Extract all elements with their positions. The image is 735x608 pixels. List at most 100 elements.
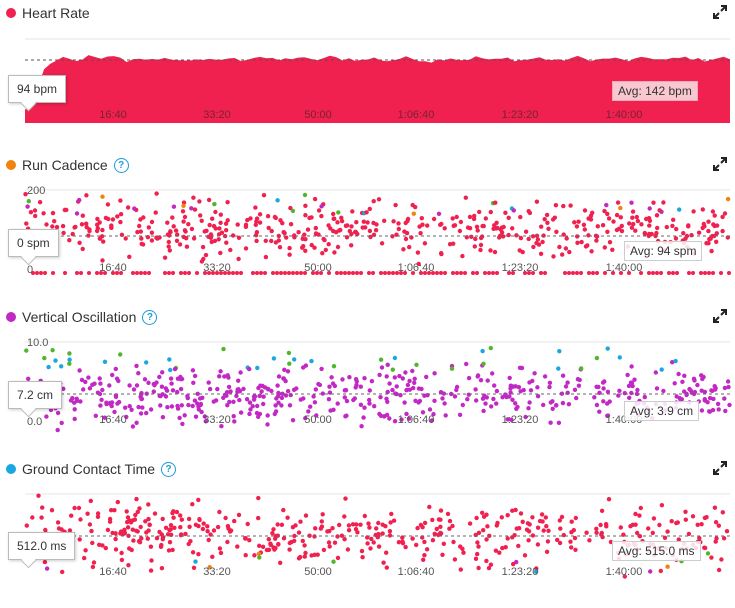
data-point [107, 519, 113, 524]
data-point [680, 379, 685, 384]
data-point [320, 391, 325, 396]
data-point [192, 207, 198, 212]
data-point [346, 528, 352, 533]
data-point [618, 215, 623, 220]
vertical-oscillation-chart[interactable]: 10.00.016:4033:2050:001:06:401:23:201:40… [0, 304, 735, 456]
data-point [135, 229, 140, 235]
data-point [171, 204, 177, 209]
data-point [115, 271, 119, 275]
x-tick-label: 50:00 [304, 414, 332, 426]
data-point [200, 526, 206, 532]
data-point [147, 271, 151, 275]
data-point [659, 271, 663, 275]
data-point [697, 536, 702, 541]
data-point [94, 228, 100, 234]
data-point [152, 511, 158, 516]
expand-icon[interactable] [713, 157, 727, 171]
data-point [332, 250, 337, 255]
data-point [635, 218, 641, 224]
data-point [594, 530, 599, 535]
data-point [219, 271, 223, 275]
data-point [657, 522, 662, 528]
data-point [95, 514, 101, 519]
expand-icon[interactable] [713, 309, 727, 323]
data-point [206, 197, 212, 203]
data-point [483, 401, 488, 406]
expand-icon[interactable] [713, 461, 727, 475]
data-point [256, 515, 261, 521]
data-point [146, 225, 151, 230]
data-point [180, 209, 186, 214]
data-point [485, 524, 490, 529]
data-point [722, 396, 727, 401]
x-tick-label: 1:23:20 [502, 566, 539, 578]
data-point [198, 402, 203, 408]
help-icon[interactable]: ? [161, 461, 177, 477]
data-point [335, 555, 341, 561]
heart-rate-chart[interactable]: 16:40 33:20 50:00 1:06:40 1:23:20 1:40:00 [0, 0, 735, 152]
data-point [224, 240, 229, 245]
data-point [518, 235, 524, 241]
data-point [178, 533, 184, 538]
data-point [439, 251, 444, 257]
data-point [424, 374, 429, 380]
data-point [510, 397, 515, 402]
data-point [687, 271, 691, 275]
data-point [81, 387, 86, 392]
run-cadence-chart[interactable]: 200 0 16:40 33:20 50:00 1:06:40 1:23:20 1:40:00 [0, 152, 735, 304]
help-icon[interactable]: ? [113, 157, 129, 173]
expand-icon[interactable] [713, 5, 727, 19]
data-point [100, 387, 105, 393]
data-point [472, 244, 477, 249]
data-point [199, 409, 204, 415]
data-point [500, 395, 505, 400]
data-point [217, 509, 222, 515]
data-point [313, 387, 318, 392]
data-point [309, 553, 314, 558]
data-point [254, 219, 259, 224]
data-point [23, 192, 28, 197]
data-point [518, 389, 523, 394]
data-point [205, 524, 210, 529]
data-point [387, 529, 393, 534]
data-point [597, 390, 602, 395]
data-point [122, 527, 127, 532]
x-tick-label: 33:20 [203, 414, 231, 426]
ground-contact-time-chart[interactable]: 16:40 33:20 50:00 1:06:40 1:23:20 1:40:00 [0, 456, 735, 587]
data-point [349, 224, 354, 229]
data-point [199, 218, 204, 223]
data-point [330, 381, 336, 386]
data-point [511, 271, 515, 275]
data-point [106, 216, 111, 222]
data-point [127, 254, 132, 259]
help-icon[interactable]: ? [142, 309, 158, 325]
data-point [171, 224, 176, 229]
data-point [167, 248, 172, 253]
data-point [665, 529, 670, 534]
data-point [180, 421, 185, 427]
x-tick-label: 16:40 [99, 109, 127, 121]
data-point [568, 539, 573, 544]
data-point [379, 271, 383, 275]
y-tick-label: 0.0 [27, 416, 42, 428]
data-point [98, 403, 103, 408]
heart-rate-title: Heart Rate [22, 5, 90, 21]
data-point [311, 271, 315, 275]
data-point [55, 410, 61, 416]
data-point [148, 568, 154, 573]
data-point [373, 228, 379, 233]
data-point [382, 218, 387, 223]
data-point [166, 239, 171, 245]
data-point [484, 558, 489, 564]
data-point [493, 548, 499, 553]
data-point [602, 208, 607, 214]
data-point [266, 225, 271, 231]
data-point [218, 369, 223, 374]
data-point [36, 493, 41, 498]
data-point [335, 244, 341, 250]
data-point [505, 536, 510, 541]
data-point [518, 214, 523, 220]
data-point [243, 224, 249, 229]
data-point [273, 403, 278, 408]
data-point [77, 240, 82, 245]
